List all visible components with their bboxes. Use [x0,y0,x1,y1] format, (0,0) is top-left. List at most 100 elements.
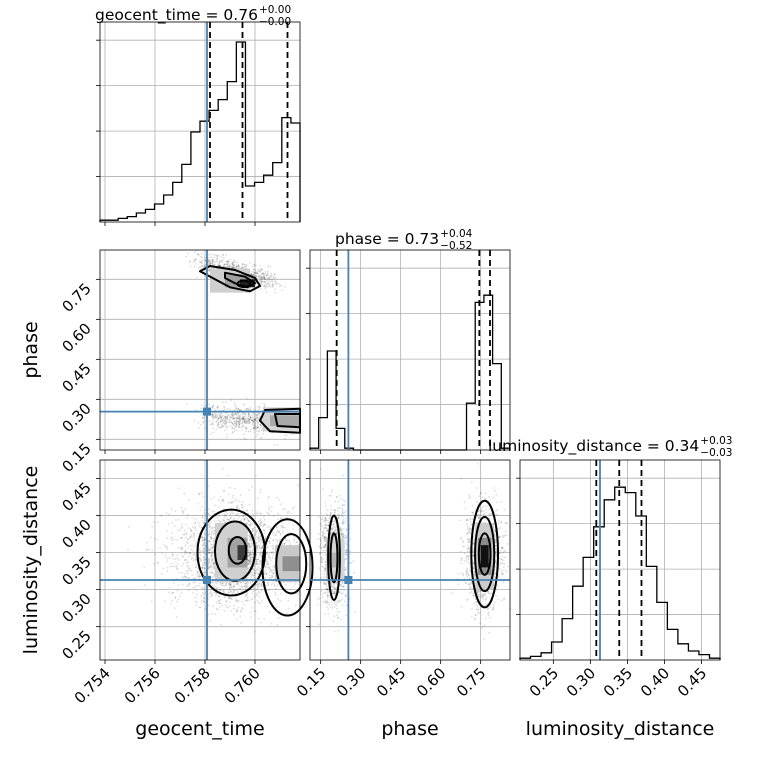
sample-point [259,554,262,556]
sample-point [212,527,215,529]
sample-point [247,542,250,544]
sample-point [245,585,248,588]
sample-point [258,412,260,415]
sample-point [225,585,228,587]
sample-point [225,600,228,603]
sample-point [217,595,220,598]
sample-point [257,414,260,417]
sample-point [212,562,214,564]
sample-point [273,272,276,275]
sample-point [240,418,243,421]
sample-point [326,509,329,512]
sample-point [232,500,235,503]
sample-point [180,506,183,509]
sample-point [258,415,261,418]
sample-point [265,552,268,555]
sample-point [265,573,268,576]
sample-point [221,419,224,421]
sample-point [219,412,222,415]
sample-point [239,415,242,417]
sample-point [244,585,247,588]
sample-point [202,417,205,420]
sample-point [215,587,218,590]
sample-point [157,561,160,564]
sample-point [225,263,228,266]
sample-point [250,597,253,600]
sample-point [201,564,204,567]
sample-point [241,504,244,507]
sample-point [188,537,191,539]
sample-point [219,264,222,267]
sample-point [270,278,273,280]
sample-point [252,427,255,429]
sample-point [264,565,266,567]
sample-point [335,614,338,616]
sample-point [225,412,228,415]
sample-point [278,539,281,542]
sample-point [166,560,168,563]
sample-point [229,416,232,419]
sample-point [257,602,260,604]
sample-point [223,596,226,599]
sample-point [193,251,196,254]
sample-point [285,434,288,437]
sample-point [272,544,274,547]
sample-point [209,548,211,550]
sample-point [212,431,215,434]
sample-point [223,264,225,266]
sample-point [292,524,295,526]
sample-point [255,415,258,417]
sample-point [245,422,248,424]
sample-point [212,539,215,542]
sample-point [259,550,262,553]
sample-point [247,559,250,562]
sample-point [208,526,211,528]
sample-point [277,512,280,515]
sample-point [197,254,200,256]
sample-point [276,540,279,543]
sample-point [263,530,266,532]
sample-point [225,254,228,256]
sample-point [185,536,188,539]
sample-point [168,513,171,516]
sample-point [260,513,263,515]
sample-point [256,585,259,588]
sample-point [253,569,256,571]
sample-point [217,426,220,429]
sample-point [197,427,200,429]
sample-point [243,420,246,423]
sample-point [156,539,159,541]
sample-point [266,285,268,287]
sample-point [211,577,214,579]
sample-point [319,551,322,554]
sample-point [250,273,252,275]
sample-point [220,418,223,420]
sample-point [217,421,220,424]
sample-point [271,557,274,559]
sample-point [176,554,179,556]
sample-point [212,261,214,263]
sample-point [258,582,261,585]
sample-point [268,576,271,579]
sample-point [249,428,252,431]
sample-point [242,412,245,414]
sample-point [224,416,226,418]
sample-point [329,606,332,609]
sample-point [258,270,261,272]
sample-point [201,413,204,416]
sample-point [253,412,255,415]
sample-point [247,419,250,422]
sample-point [226,416,229,419]
sample-point [162,567,165,570]
sample-point [145,549,148,551]
sample-point [274,593,277,596]
sample-point [466,576,469,578]
sample-point [257,545,260,547]
sample-point [221,518,224,521]
sample-point [264,285,267,287]
sample-point [276,283,279,285]
sample-point [237,591,240,594]
sample-point [255,563,258,565]
sample-point [280,503,282,506]
sample-point [237,264,240,267]
